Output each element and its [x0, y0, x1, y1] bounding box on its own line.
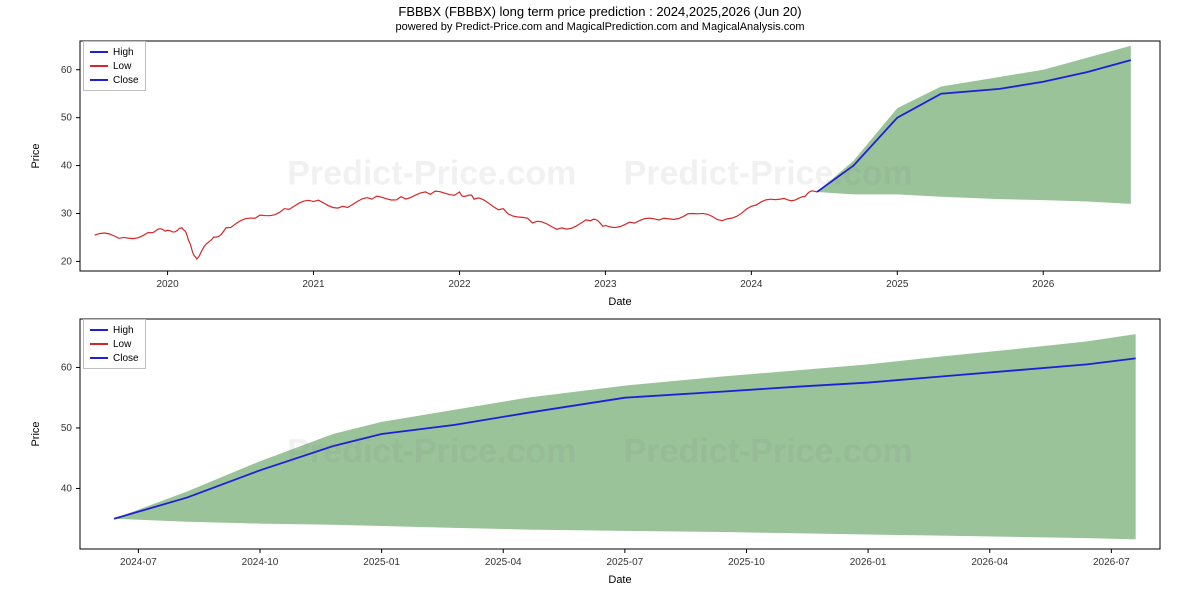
legend-swatch-close: [90, 357, 108, 359]
legend-label: Close: [113, 353, 139, 364]
svg-text:Price: Price: [30, 143, 42, 168]
svg-text:60: 60: [61, 362, 73, 373]
legend-label: Low: [113, 339, 131, 350]
svg-text:2021: 2021: [302, 279, 325, 290]
svg-text:2026-07: 2026-07: [1093, 557, 1130, 568]
svg-text:Price: Price: [30, 421, 42, 446]
legend-item-close: Close: [90, 351, 139, 365]
svg-text:30: 30: [61, 209, 73, 220]
svg-text:2024-10: 2024-10: [242, 557, 279, 568]
svg-text:Date: Date: [608, 574, 631, 586]
svg-text:2024: 2024: [740, 279, 763, 290]
svg-text:60: 60: [61, 65, 73, 76]
svg-text:2026: 2026: [1032, 279, 1055, 290]
chart-subtitle: powered by Predict-Price.com and Magical…: [0, 19, 1200, 35]
svg-text:2025-07: 2025-07: [607, 557, 644, 568]
legend-swatch-high: [90, 329, 108, 331]
svg-text:2020: 2020: [156, 279, 179, 290]
legend-item-close: Close: [90, 73, 139, 87]
legend-item-high: High: [90, 45, 139, 59]
svg-text:2026-04: 2026-04: [971, 557, 1008, 568]
legend-item-high: High: [90, 323, 139, 337]
chart-title: FBBBX (FBBBX) long term price prediction…: [0, 0, 1200, 19]
svg-text:40: 40: [61, 483, 73, 494]
legend-label: Close: [113, 75, 139, 86]
legend-swatch-low: [90, 65, 108, 67]
legend: High Low Close: [83, 41, 146, 91]
svg-text:50: 50: [61, 423, 73, 434]
svg-text:2025-01: 2025-01: [363, 557, 400, 568]
legend-label: Low: [113, 61, 131, 72]
legend-swatch-low: [90, 343, 108, 345]
svg-text:Date: Date: [608, 296, 631, 308]
svg-text:2025-04: 2025-04: [485, 557, 522, 568]
chart-2-container: Predict-Price.com Predict-Price.com High…: [25, 313, 1175, 591]
svg-text:2023: 2023: [594, 279, 617, 290]
legend-swatch-close: [90, 79, 108, 81]
svg-text:50: 50: [61, 113, 73, 124]
legend: High Low Close: [83, 319, 146, 369]
svg-text:2025-10: 2025-10: [728, 557, 765, 568]
svg-text:2026-01: 2026-01: [850, 557, 887, 568]
legend-item-low: Low: [90, 337, 139, 351]
chart-2-svg: 40 50 60 2024-07 2024-10 2025-01 2025-04 2025-0…: [25, 313, 1175, 591]
legend-item-low: Low: [90, 59, 139, 73]
legend-label: High: [113, 47, 134, 58]
legend-label: High: [113, 325, 134, 336]
svg-text:2024-07: 2024-07: [120, 557, 157, 568]
legend-swatch-high: [90, 51, 108, 53]
chart-1-svg: 20 30 40 50 60 2020 2021 2022 2023 2024 2025 2026 Da…: [25, 35, 1175, 313]
svg-text:40: 40: [61, 161, 73, 172]
svg-text:2022: 2022: [448, 279, 471, 290]
svg-text:20: 20: [61, 256, 73, 267]
svg-text:2025: 2025: [886, 279, 909, 290]
chart-1-container: Predict-Price.com Predict-Price.com High…: [25, 35, 1175, 313]
